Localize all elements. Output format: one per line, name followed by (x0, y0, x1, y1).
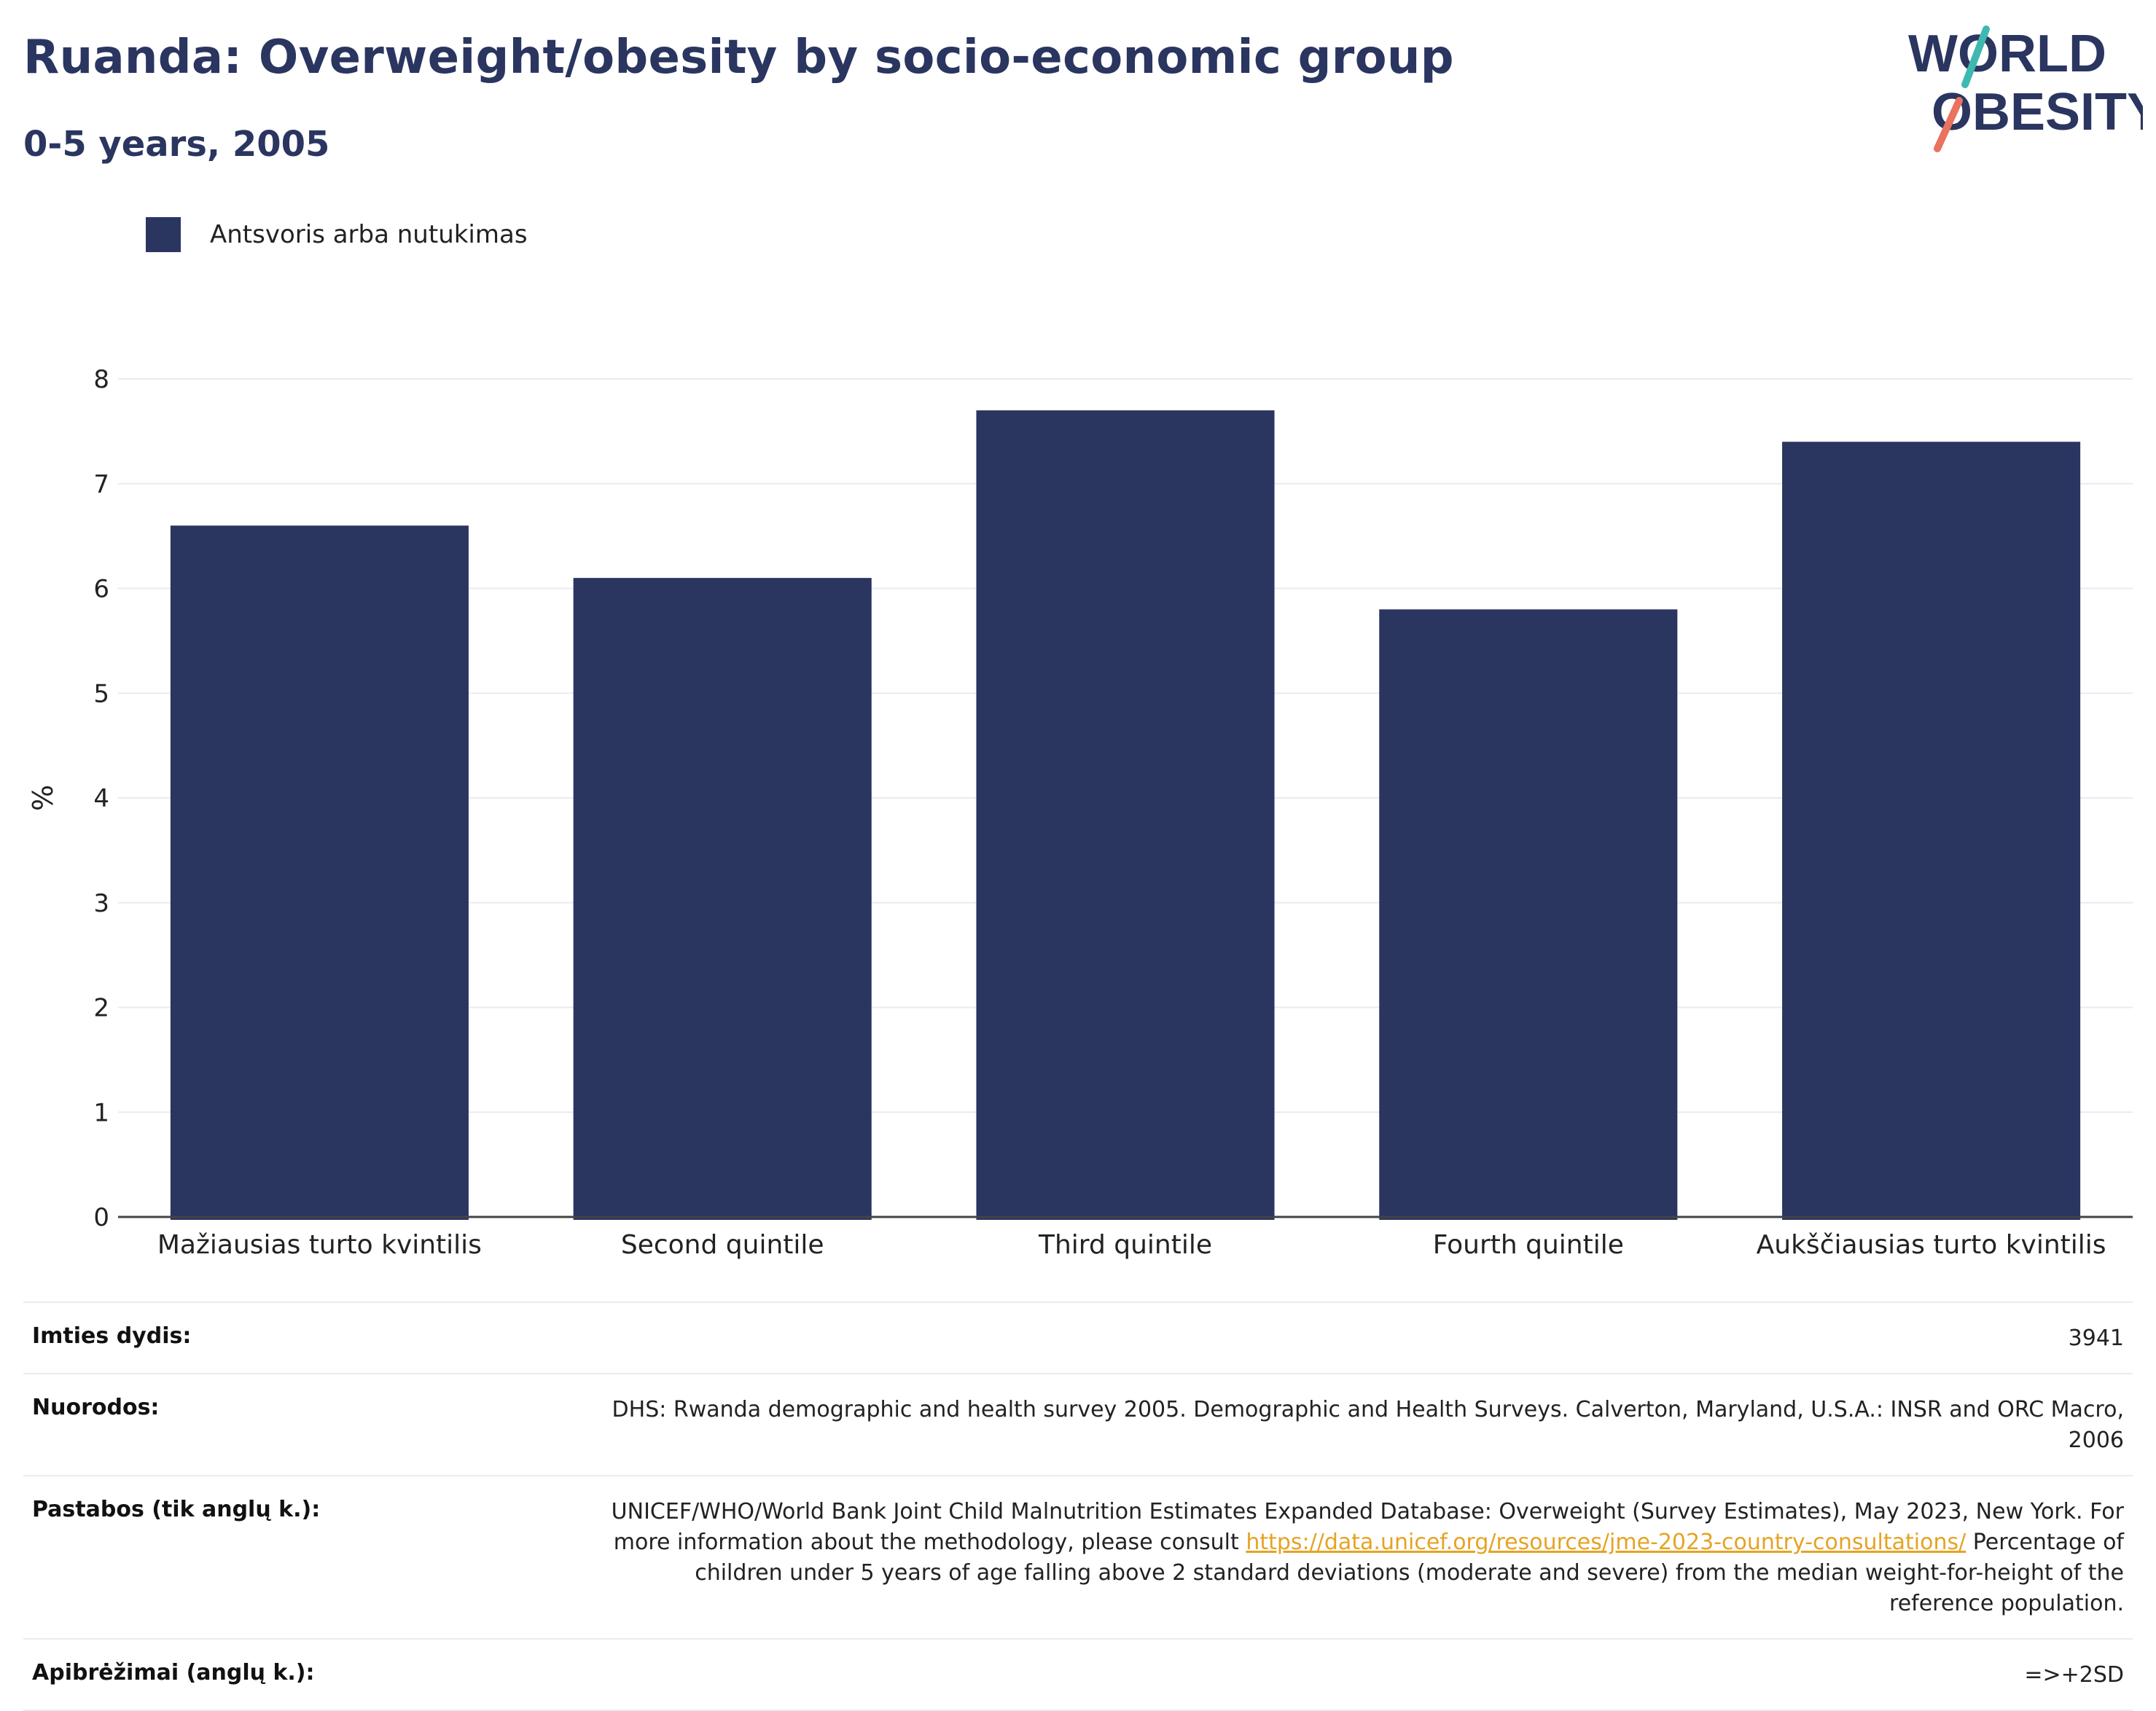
y-axis-label: % (27, 785, 59, 811)
logo-line2: OBESITY (1932, 83, 2143, 141)
x-tick-label: Aukščiausias turto kvintilis (1757, 1230, 2106, 1260)
sample-size-row: Imties dydis: 3941 (23, 1301, 2133, 1373)
sample-size-label: Imties dydis: (32, 1323, 192, 1349)
bar (573, 578, 872, 1220)
world-obesity-logo: WORLD OBESITY (1908, 25, 2143, 152)
sample-size-value: 3941 (2068, 1326, 2124, 1351)
definitions-row: Apibrėžimai (anglų k.): =>+2SD (23, 1638, 2133, 1711)
y-tick-label: 2 (93, 994, 109, 1023)
bar (1379, 609, 1678, 1220)
notes-text-before: UNICEF/WHO/World Bank Joint Child Malnut… (611, 1499, 2124, 1555)
y-tick-label: 3 (93, 889, 109, 918)
references-value: DHS: Rwanda demographic and health surve… (612, 1397, 2124, 1453)
bar (976, 410, 1275, 1220)
bar (1782, 442, 2081, 1220)
chart-title: Ruanda: Overweight/obesity by socio-econ… (23, 31, 1454, 85)
notes-value: UNICEF/WHO/World Bank Joint Child Malnut… (593, 1497, 2124, 1619)
y-tick-label: 5 (93, 679, 109, 708)
references-row: Nuorodos: DHS: Rwanda demographic and he… (23, 1373, 2133, 1475)
chart-legend: Antsvoris arba nutukimas (146, 217, 528, 252)
metadata-table: Imties dydis: 3941 Nuorodos: DHS: Rwanda… (23, 1301, 2133, 1711)
bar (170, 525, 469, 1220)
logo-line1: WORLD (1908, 25, 2106, 83)
definitions-label: Apibrėžimai (anglų k.): (32, 1660, 315, 1685)
y-tick-label: 6 (93, 575, 109, 604)
y-tick-label: 4 (93, 784, 109, 813)
y-tick-label: 8 (93, 365, 109, 394)
x-tick-label: Mažiausias turto kvintilis (157, 1230, 482, 1260)
bar-chart: 0 1 2 3 4 5 6 7 8% Mažiausias turto kvintilis Seco… (27, 365, 2133, 1260)
y-tick-label: 1 (93, 1098, 109, 1127)
x-tick-label: Third quintile (1038, 1230, 1212, 1260)
references-label: Nuorodos: (32, 1395, 160, 1420)
chart-subtitle: 0-5 years, 2005 (23, 124, 330, 165)
y-tick-label: 0 (93, 1203, 109, 1232)
notes-row: Pastabos (tik anglų k.): UNICEF/WHO/Worl… (23, 1475, 2133, 1638)
x-tick-label: Second quintile (621, 1230, 824, 1260)
x-tick-label: Fourth quintile (1433, 1230, 1624, 1260)
notes-text-after: Percentage of children under 5 years of … (695, 1530, 2124, 1616)
legend-label: Antsvoris arba nutukimas (210, 220, 528, 249)
notes-label: Pastabos (tik anglų k.): (32, 1497, 321, 1522)
methodology-link[interactable]: https://data.unicef.org/resources/jme-20… (1246, 1530, 1966, 1555)
legend-swatch (146, 217, 181, 252)
y-tick-label: 7 (93, 470, 109, 499)
definitions-value: =>+2SD (2024, 1662, 2124, 1688)
